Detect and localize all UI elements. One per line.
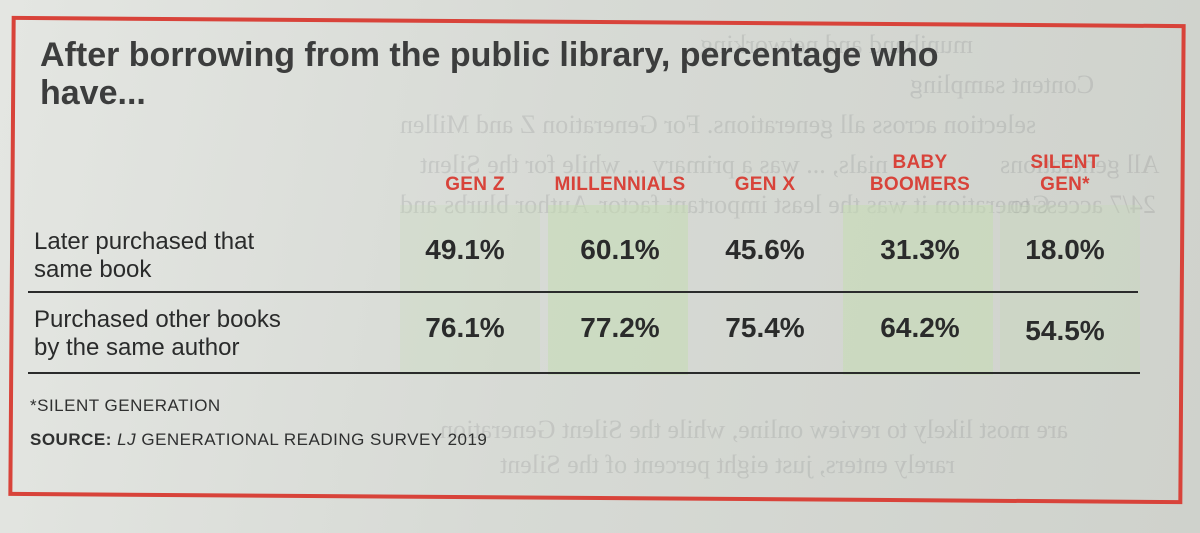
column-header-silent-gen: SILENT GEN* bbox=[990, 152, 1140, 196]
row-label-line: Purchased other books bbox=[34, 306, 281, 333]
source-label: SOURCE: bbox=[30, 430, 112, 449]
column-header-line: BOOMERS bbox=[869, 174, 971, 195]
row-label-purchased-other: Purchased other books by the same author bbox=[34, 306, 281, 362]
data-label: 60.1% bbox=[580, 234, 660, 265]
data-label: 64.2% bbox=[880, 312, 960, 343]
column-shade-baby-boomers bbox=[843, 205, 993, 375]
column-shade-gen-z bbox=[400, 205, 540, 375]
data-label: 31.3% bbox=[880, 234, 960, 265]
data-label: 45.6% bbox=[725, 234, 805, 265]
row-label-line: Later purchased that bbox=[34, 228, 255, 255]
source-publication: LJ bbox=[117, 430, 137, 449]
data-label: 18.0% bbox=[1025, 234, 1105, 265]
chart-title: After borrowing from the public library,… bbox=[40, 36, 939, 112]
data-label: 75.4% bbox=[725, 312, 805, 343]
source-line: SOURCE: LJ GENERATIONAL READING SURVEY 2… bbox=[30, 430, 487, 450]
footnote: *SILENT GENERATION bbox=[30, 396, 221, 415]
column-header-line: GEN* bbox=[1040, 174, 1090, 195]
data-label: 54.5% bbox=[1025, 315, 1105, 346]
row-label-line: by the same author bbox=[34, 334, 240, 361]
column-header-line: GEN X bbox=[734, 174, 796, 195]
row-divider bbox=[28, 372, 1140, 374]
row-label-later-purchased: Later purchased that same book bbox=[34, 228, 254, 284]
column-header-line: GEN Z bbox=[445, 174, 505, 195]
data-label: 76.1% bbox=[425, 312, 505, 343]
source-text: GENERATIONAL READING SURVEY 2019 bbox=[141, 430, 488, 449]
column-header-line: BABY bbox=[892, 152, 948, 173]
data-label: 49.1% bbox=[425, 234, 505, 265]
column-header-line: SILENT bbox=[1030, 152, 1100, 173]
column-header-baby-boomers: BABY BOOMERS bbox=[840, 152, 1000, 196]
column-header-line: MILLENNIALS bbox=[554, 174, 686, 195]
column-shade-millennials bbox=[548, 205, 688, 375]
row-label-line: same book bbox=[34, 256, 152, 283]
data-label: 77.2% bbox=[580, 312, 660, 343]
row-divider bbox=[28, 291, 1138, 293]
column-shade-silent-gen bbox=[1000, 205, 1140, 375]
